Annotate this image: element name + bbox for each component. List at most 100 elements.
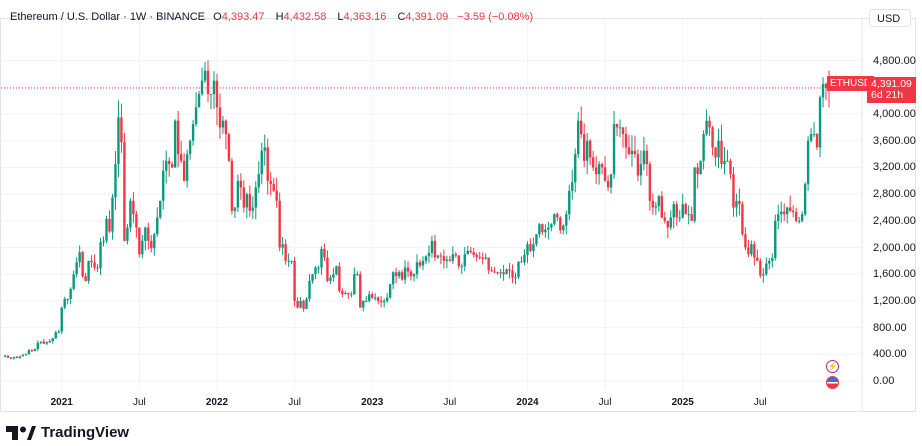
candle-body <box>78 252 81 263</box>
candle-body <box>126 227 129 241</box>
candle-body <box>299 300 302 308</box>
candle-body <box>771 258 774 261</box>
candle-body <box>400 272 404 280</box>
candle-body <box>594 167 598 175</box>
candle-body <box>645 150 649 165</box>
candle-body <box>111 197 114 232</box>
low-value: 4,363.16 <box>343 11 387 23</box>
candle-body <box>84 276 87 281</box>
candle-body <box>344 292 347 295</box>
currency-button[interactable]: USD <box>869 9 911 27</box>
candle-body <box>191 124 195 141</box>
candle-body <box>442 256 446 261</box>
candle-body <box>15 356 19 358</box>
candle-body <box>374 297 377 299</box>
candle-body <box>359 274 362 308</box>
candle-body <box>308 280 311 299</box>
time-tick-label: Jul <box>598 397 612 408</box>
candle-body <box>657 196 661 207</box>
candle-body <box>21 354 25 357</box>
candle-body <box>460 266 463 268</box>
time-tick-label: Jul <box>288 397 301 408</box>
candle-body <box>520 261 523 263</box>
candle-body <box>281 244 284 248</box>
candle-body <box>588 140 592 158</box>
candle-body <box>248 194 252 211</box>
candle-body <box>209 94 213 96</box>
candle-body <box>341 290 344 295</box>
candle-body <box>176 120 180 155</box>
candle-body <box>69 288 72 299</box>
candle-body <box>27 350 31 355</box>
candle-body <box>526 244 529 255</box>
candle-body <box>765 263 768 275</box>
last-price: 4,391.09 <box>871 78 912 90</box>
candle-body <box>705 120 708 135</box>
candle-body <box>338 266 341 291</box>
candle-body <box>815 134 819 148</box>
time-tick-label: Jul <box>132 397 146 408</box>
price-tick-label: 3,600.00 <box>873 134 916 147</box>
close-value: 4,391.09 <box>405 11 449 23</box>
candle-body <box>326 257 329 281</box>
candle-body <box>362 300 365 308</box>
candle-body <box>120 117 123 143</box>
candle-body <box>466 250 469 255</box>
candle-body <box>353 274 356 295</box>
candle-body <box>568 190 571 215</box>
candle-body <box>463 254 466 267</box>
time-tick-label: 2025 <box>671 397 694 408</box>
candle-body <box>170 164 174 168</box>
time-tick-label: 2021 <box>50 397 73 408</box>
candle-body <box>511 270 514 278</box>
candle-body <box>221 120 225 128</box>
candle-body <box>723 160 726 165</box>
candle-body <box>615 124 619 128</box>
us-flag-event-icon[interactable] <box>826 376 839 389</box>
candle-body <box>45 342 48 344</box>
candle-body <box>720 140 723 165</box>
candle-body <box>675 204 678 218</box>
last-price-label: 4,391.09 6d 21h <box>867 77 916 103</box>
tradingview-logo[interactable]: TradingView <box>6 424 129 441</box>
candle-body <box>424 256 428 261</box>
candle-body <box>809 134 813 141</box>
candle-body <box>436 255 440 258</box>
lightning-event-icon[interactable]: ⚡ <box>826 360 839 373</box>
candle-body <box>39 341 43 343</box>
candle-body <box>541 224 544 233</box>
candle-body <box>162 170 165 201</box>
candle-body <box>236 180 240 208</box>
candle-body <box>475 254 478 257</box>
candle-body <box>63 298 66 308</box>
candle-body <box>439 255 443 257</box>
candle-body <box>12 356 16 359</box>
candle-body <box>580 120 583 135</box>
symbol-legend: Ethereum / U.S. Dollar · 1W · BINANCE O4… <box>10 11 534 23</box>
candle-body <box>762 274 765 276</box>
candle-body <box>42 341 46 344</box>
candle-body <box>266 147 269 181</box>
candle-body <box>284 244 287 261</box>
candle-body <box>550 224 553 228</box>
candle-body <box>415 262 419 275</box>
candle-body <box>371 294 374 298</box>
candle-body <box>633 150 637 155</box>
candle-body <box>791 210 795 213</box>
candle-body <box>260 150 263 175</box>
candle-body <box>451 254 455 261</box>
candle-body <box>108 218 111 232</box>
candle-body <box>726 160 729 162</box>
candle-body <box>783 211 786 215</box>
candle-body <box>806 140 810 185</box>
candle-body <box>517 261 520 277</box>
candle-body <box>732 174 735 208</box>
candle-body <box>603 167 607 181</box>
candle-body <box>481 257 484 259</box>
candle-body <box>75 262 78 275</box>
candle-body <box>612 124 616 175</box>
candle-body <box>687 214 690 216</box>
candle-body <box>296 300 299 308</box>
price-tick-label: 1,200.00 <box>873 294 916 307</box>
